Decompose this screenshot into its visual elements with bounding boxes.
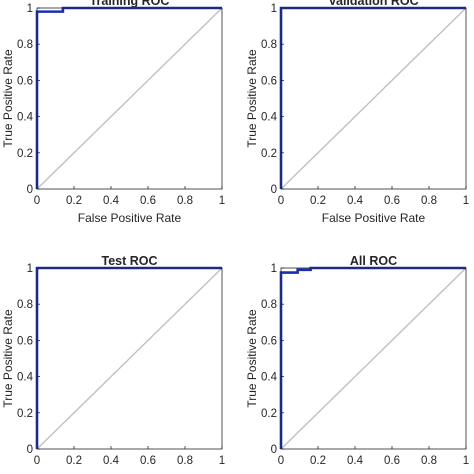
chance-diagonal-line xyxy=(280,267,467,450)
chart-title: All ROC xyxy=(350,254,397,268)
y-tick-label: 1 xyxy=(271,263,277,275)
y-tick-label: 0 xyxy=(27,184,33,196)
y-tick-label: 0.2 xyxy=(261,148,277,160)
y-tick-label: 0.4 xyxy=(17,112,34,124)
x-tick-label: 0.8 xyxy=(421,195,437,207)
y-tick-label: 0.8 xyxy=(17,299,33,311)
roc-panel-1: Training ROC 0 0.2 0.4 0.6 0.8 1 0 0.2 0.4 0.6 0.8 1… xyxy=(1,0,225,225)
y-axis-label: True Positive Rate xyxy=(245,309,259,408)
chance-diagonal-line xyxy=(36,267,223,450)
y-axis-label: True Positive Rate xyxy=(245,49,259,148)
roc-panel-2: Validation ROC 0 0.2 0.4 0.6 0.8 1 0 0.2 0.4 0.6 0.… xyxy=(245,0,469,225)
roc-panel-4: All ROC 0 0.2 0.4 0.6 0.8 1 0 0.2 0.4 0.6 0.8 1 True … xyxy=(245,254,469,467)
y-tick-label: 0.6 xyxy=(17,335,33,347)
chart-title: Training ROC xyxy=(90,0,170,8)
x-tick-label: 1 xyxy=(463,455,469,467)
y-tick-label: 0 xyxy=(271,444,277,456)
y-tick-label: 0.4 xyxy=(17,372,34,384)
x-tick-label: 0.2 xyxy=(66,195,82,207)
y-tick-label: 0.2 xyxy=(17,148,33,160)
chance-diagonal-line xyxy=(280,7,467,190)
x-tick-label: 0.4 xyxy=(347,195,364,207)
chart-title: Validation ROC xyxy=(328,0,418,8)
chart-title: Test ROC xyxy=(101,254,157,268)
chance-diagonal-line xyxy=(36,7,223,190)
x-tick-label: 0.6 xyxy=(384,195,400,207)
y-tick-label: 0.6 xyxy=(261,335,277,347)
x-axis-label: False Positive Rate xyxy=(322,211,426,225)
x-tick-label: 0.2 xyxy=(310,455,326,467)
x-tick-label: 0.4 xyxy=(103,455,120,467)
y-tick-label: 1 xyxy=(27,263,33,275)
x-tick-label: 1 xyxy=(219,455,225,467)
y-tick-label: 0.2 xyxy=(261,408,277,420)
y-tick-label: 0 xyxy=(271,184,277,196)
axes-frame xyxy=(280,7,467,190)
y-tick-label: 1 xyxy=(271,3,277,15)
x-tick-label: 0.4 xyxy=(103,195,120,207)
x-tick-label: 0.2 xyxy=(66,455,82,467)
y-tick-label: 0.8 xyxy=(17,39,33,51)
axes-frame xyxy=(36,7,223,190)
x-tick-label: 0.6 xyxy=(140,195,156,207)
y-axis-label: True Positive Rate xyxy=(1,309,15,408)
x-tick-label: 0.8 xyxy=(421,455,437,467)
x-tick-label: 0.2 xyxy=(310,195,326,207)
x-tick-label: 0.8 xyxy=(177,455,193,467)
x-tick-label: 1 xyxy=(219,195,225,207)
roc-panel-3: Test ROC 0 0.2 0.4 0.6 0.8 1 0 0.2 0.4 0.6 0.8 1 True… xyxy=(1,254,225,467)
x-tick-label: 0 xyxy=(278,195,284,207)
x-tick-label: 0.4 xyxy=(347,455,364,467)
y-tick-label: 0.4 xyxy=(261,372,278,384)
x-tick-label: 0 xyxy=(34,195,40,207)
x-tick-label: 0.8 xyxy=(177,195,193,207)
y-tick-label: 0 xyxy=(27,444,33,456)
y-tick-label: 1 xyxy=(27,3,33,15)
y-tick-label: 0.6 xyxy=(261,75,277,87)
axes-frame xyxy=(280,267,467,450)
y-axis-label: True Positive Rate xyxy=(1,49,15,148)
x-tick-label: 1 xyxy=(463,195,469,207)
x-axis-label: False Positive Rate xyxy=(78,211,182,225)
y-tick-label: 0.8 xyxy=(261,39,277,51)
x-tick-label: 0.6 xyxy=(140,455,156,467)
y-tick-label: 0.6 xyxy=(17,75,33,87)
x-tick-label: 0 xyxy=(278,455,284,467)
y-tick-label: 0.4 xyxy=(261,112,278,124)
x-tick-label: 0.6 xyxy=(384,455,400,467)
y-tick-label: 0.2 xyxy=(17,408,33,420)
x-tick-label: 0 xyxy=(34,455,40,467)
axes-frame xyxy=(36,267,223,450)
y-tick-label: 0.8 xyxy=(261,299,277,311)
